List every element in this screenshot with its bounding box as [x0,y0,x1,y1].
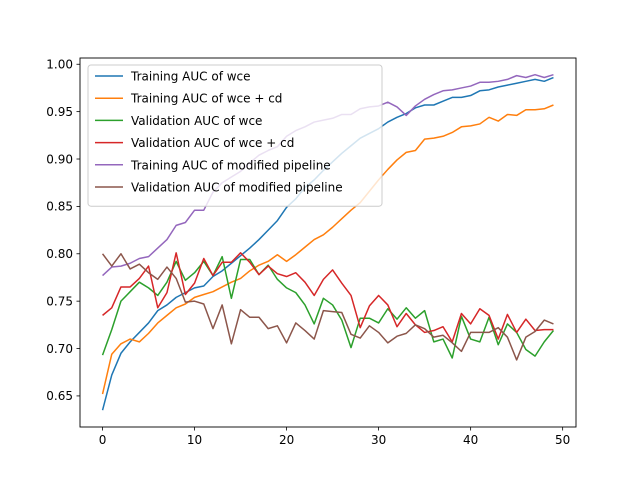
legend: Training AUC of wce Training AUC of wce +… [87,64,383,207]
series-line-2 [101,104,554,395]
series-line-3 [101,255,555,359]
series-line-6 [101,253,554,361]
x-tick-label: 50 [555,433,570,447]
legend-label: Validation AUC of modified pipeline [131,181,343,195]
x-tick-label: 10 [187,433,202,447]
y-tick-label: 0.75 [46,294,73,308]
y-axis: 0.65 0.70 0.75 0.80 0.85 0.90 0.95 1.00 [46,58,80,403]
legend-box [87,64,383,207]
legend-label: Training AUC of wce + cd [130,92,282,106]
y-tick-label: 0.85 [46,200,73,214]
x-tick-label: 20 [279,433,294,447]
series-line-4 [102,252,554,343]
y-tick-label: 0.70 [46,342,73,356]
legend-label: Training AUC of modified pipeline [130,158,331,172]
legend-label: Validation AUC of wce + cd [131,136,294,150]
y-tick-label: 1.00 [46,58,73,72]
legend-label: Training AUC of wce [130,70,251,84]
x-axis: 0 10 20 30 40 50 [99,427,570,447]
x-tick-label: 40 [463,433,478,447]
y-tick-label: 0.90 [46,152,73,166]
x-tick-label: 0 [99,433,107,447]
legend-label: Validation AUC of wce [131,114,262,128]
x-tick-label: 30 [371,433,386,447]
y-tick-label: 0.95 [46,105,73,119]
y-tick-label: 0.65 [46,389,73,403]
plot-frame [79,57,577,428]
y-tick-label: 0.80 [46,247,73,261]
